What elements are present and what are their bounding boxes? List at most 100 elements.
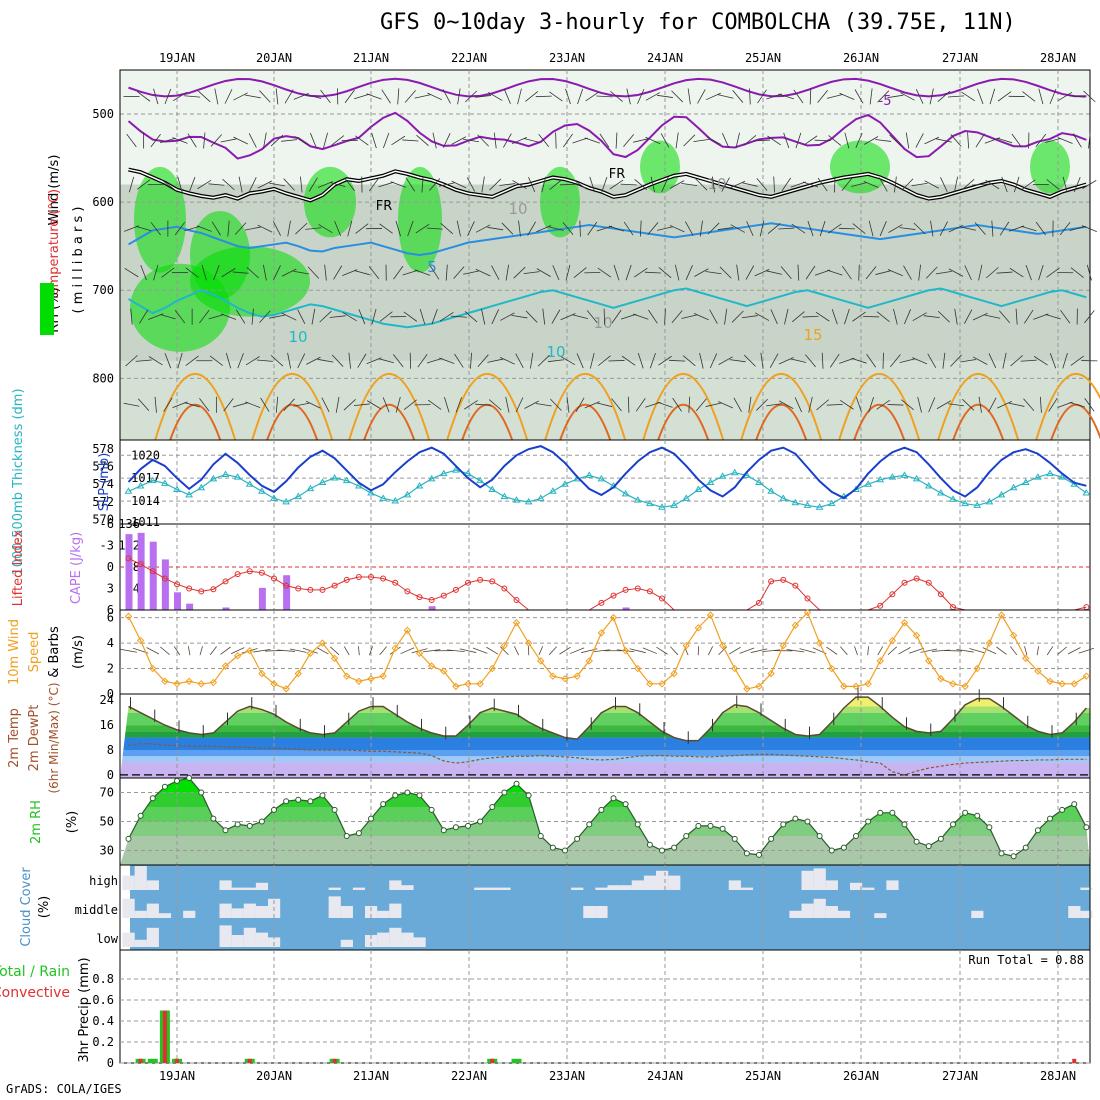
wind-barb <box>172 137 188 144</box>
wind-barb <box>693 313 709 321</box>
wind-barb <box>196 225 212 232</box>
wind-barb <box>515 353 524 368</box>
wind-barb <box>348 352 351 369</box>
isotherm-minus10-line <box>128 77 1087 98</box>
wind-barb <box>1022 179 1036 190</box>
wind-barb <box>323 132 328 149</box>
cloud-bar <box>401 885 414 890</box>
lifted-index-point <box>804 595 811 602</box>
wind-barb <box>426 357 443 364</box>
thickness-point <box>391 497 400 504</box>
wind-barb <box>464 90 478 103</box>
lifted-index-point <box>137 561 144 568</box>
thickness-ytick-label: 576 <box>92 460 114 474</box>
lifted-index-point <box>925 579 932 586</box>
day-label-top: 22JAN <box>451 51 487 65</box>
rh-point <box>998 850 1005 857</box>
wind-barb <box>221 268 236 278</box>
cloud-bar <box>122 898 135 918</box>
wind-barb <box>529 352 534 369</box>
wind-barb <box>439 311 454 322</box>
wind-barb <box>559 183 577 186</box>
rh-point <box>222 827 229 834</box>
cape-bar <box>161 559 169 610</box>
rh-point <box>1047 815 1053 822</box>
wind-barb <box>487 226 504 231</box>
wind-barb <box>596 225 613 232</box>
day-label-bottom: 26JAN <box>843 1069 879 1083</box>
contour-label: 10 <box>546 343 565 361</box>
wind-barb <box>1022 91 1036 102</box>
isotherm-20-arc <box>657 404 710 441</box>
rh-moist-area <box>830 140 890 194</box>
li-ytick-label: 6 <box>107 603 114 617</box>
day-label-top: 21JAN <box>353 51 389 65</box>
precip-conv-bar <box>490 1058 495 1063</box>
wind-barb <box>935 138 952 143</box>
isotherm-20-arc <box>363 404 416 441</box>
temp-ylabel-2: 2m DewPt <box>27 705 42 772</box>
wind-barb <box>1058 91 1073 101</box>
wind-barb <box>637 352 644 369</box>
wind-barb <box>927 353 937 368</box>
cloud-bar <box>377 910 390 918</box>
wind-barb <box>695 398 707 412</box>
wind-barb <box>154 396 157 413</box>
thickness-point <box>961 499 970 507</box>
precip-total-bar <box>511 1058 522 1063</box>
wind-barb <box>505 396 510 413</box>
wind-barb <box>451 136 467 145</box>
thickness-ytick-label: 578 <box>92 442 114 456</box>
wind-speed-point <box>427 662 436 670</box>
wind-barb <box>721 177 730 192</box>
wind-barb <box>989 88 996 105</box>
wind-barb <box>542 308 546 325</box>
lifted-index-point <box>343 576 350 583</box>
rh-point <box>295 796 302 803</box>
wind-barb <box>999 221 1010 236</box>
cloud-bar <box>146 927 159 947</box>
wind10m-barb <box>969 648 986 654</box>
cape-bar <box>258 587 266 610</box>
rh-point <box>452 824 459 831</box>
wind-speed-point <box>136 636 145 645</box>
cape-bar <box>186 603 194 610</box>
wind-speed-point <box>937 675 945 683</box>
rh-point <box>331 806 338 813</box>
wind-barb <box>355 135 369 146</box>
rh-point <box>719 825 726 832</box>
temp-band <box>120 762 1090 778</box>
wind-barb <box>827 269 843 276</box>
wind-barb <box>224 89 233 104</box>
wind-barb <box>658 355 672 366</box>
wind-barb <box>209 355 224 366</box>
thickness-point <box>1009 483 1018 491</box>
thickness-point <box>815 503 824 510</box>
wind-barb <box>948 403 964 407</box>
wind10m-barb <box>867 646 869 656</box>
cloud-bar <box>631 880 644 890</box>
wind-barb <box>756 398 768 411</box>
rh-point <box>986 824 993 831</box>
wind-barb <box>232 402 249 408</box>
wind-speed-point <box>658 680 666 688</box>
wind-barb <box>887 269 903 277</box>
wind-barb <box>601 176 608 193</box>
thickness-point <box>779 494 788 501</box>
wind-barb <box>1062 176 1068 193</box>
wind-barb <box>829 353 840 368</box>
wind-barb <box>658 267 672 279</box>
wind-barb <box>547 359 564 363</box>
rh-point <box>1022 844 1029 851</box>
wind-barb <box>903 265 912 280</box>
wind-barb <box>528 177 536 193</box>
cloud-bar <box>886 880 899 890</box>
wind-barb <box>841 265 852 280</box>
thickness-point <box>342 476 351 484</box>
wind-speed-point <box>900 619 909 627</box>
cloud-bar <box>595 887 608 890</box>
wind-barb <box>901 178 914 191</box>
wind-barb <box>1070 355 1084 366</box>
wind-barb <box>856 397 862 413</box>
wind-barb <box>501 222 514 235</box>
